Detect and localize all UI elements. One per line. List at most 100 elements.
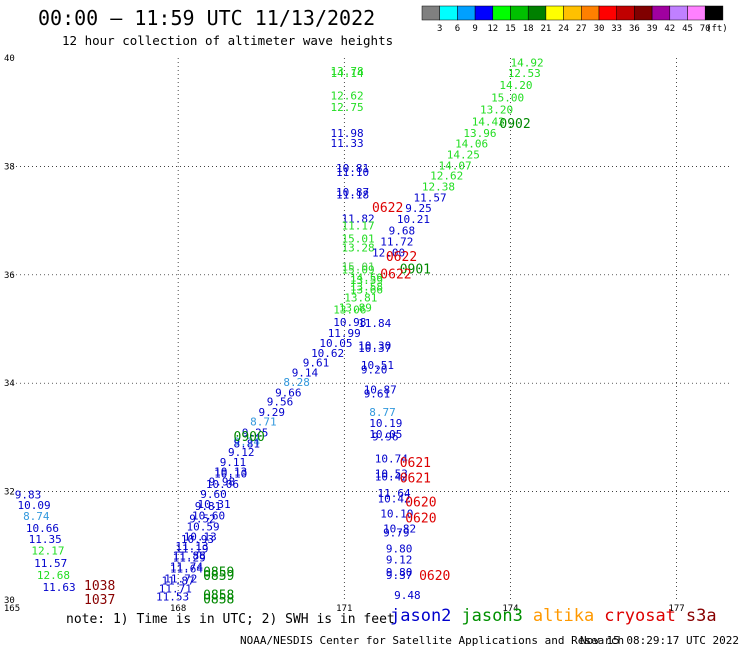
y-tick-label: 34: [4, 379, 15, 389]
y-tick-label: 36: [4, 271, 15, 281]
wave-height-label: 10.31: [198, 498, 231, 511]
wave-height-label: 13.28: [342, 242, 375, 255]
pass-time-label: 0900: [234, 430, 265, 445]
wave-height-label: 13.96: [463, 127, 496, 140]
legend-swatch: [581, 5, 600, 21]
wave-height-label: 13.20: [480, 103, 513, 116]
wave-height-label: 13.81: [344, 292, 377, 305]
pass-time-label: 0620: [405, 512, 436, 527]
wave-height-label: 10.42: [375, 470, 408, 483]
wave-height-label: 12.38: [422, 180, 455, 193]
wave-height-label: 8.74: [23, 510, 50, 523]
legend-tick: 27: [576, 24, 587, 34]
wave-height-label: 10.13: [214, 466, 247, 479]
wave-height-label: 9.80: [386, 543, 413, 556]
wave-height-label: 10.09: [18, 499, 51, 512]
y-tick-label: 40: [4, 54, 15, 64]
wave-height-label: 13.78: [330, 65, 363, 78]
wave-height-label: 12.00: [372, 247, 405, 260]
legend-tick: 30: [594, 24, 605, 34]
wave-height-label: 13.66: [350, 283, 383, 296]
wave-height-label: 14.07: [438, 159, 471, 172]
wave-height-label: 11.87: [162, 574, 195, 587]
wave-height-label: 9.48: [394, 589, 421, 602]
wave-height-label: 10.60: [192, 509, 225, 522]
wave-height-label: 9.80: [386, 566, 413, 579]
wave-height-label: 9.25: [405, 202, 432, 215]
chart-subtitle: 12 hour collection of altimeter wave hei…: [62, 33, 394, 48]
wave-height-label: 10.37: [358, 342, 391, 355]
wave-height-label: 15.09: [342, 263, 375, 276]
legend-swatch: [439, 5, 458, 21]
wave-height-label: 12.62: [430, 170, 463, 183]
wave-height-label: 9.61: [364, 387, 391, 400]
wave-height-label: 11.72: [380, 236, 413, 249]
legend-swatch: [704, 5, 724, 21]
y-tick-label: 38: [4, 162, 15, 172]
wave-height-label: 14.25: [447, 148, 480, 161]
color-legend: 3 6 9 12 15 18 21 24 27 30 33 36 39 42 45 70(ft): [421, 5, 728, 34]
wave-height-label: 9.52: [189, 513, 216, 526]
wave-height-label: 10.21: [397, 213, 430, 226]
pass-time-label: 0859: [203, 565, 234, 580]
wave-height-label: 10.81: [336, 162, 369, 175]
wave-height-label: 13.89: [339, 301, 372, 314]
wave-height-label: 11.63: [42, 581, 75, 594]
wave-height-label: 10.87: [336, 186, 369, 199]
wave-height-label: 9.68: [389, 224, 416, 237]
wave-height-label: 11.13: [175, 540, 208, 553]
legend-entry-s3a: s3a: [685, 606, 717, 626]
pass-time-label: 0858: [203, 592, 234, 607]
wave-height-label: 11.71: [159, 583, 192, 596]
wave-height-label: 9.66: [275, 386, 302, 399]
pass-time-label: 0621: [400, 472, 431, 487]
pass-time-label: 0622: [386, 250, 417, 265]
wave-height-label: 10.87: [364, 384, 397, 397]
footer-credit: NOAA/NESDIS Center for Satellite Applica…: [240, 634, 625, 647]
wave-height-label: 9.60: [200, 488, 227, 501]
wave-height-label: 14.59: [350, 272, 383, 285]
wave-height-label: 10.62: [311, 347, 344, 360]
legend-tick: 33: [611, 24, 622, 34]
legend-entry-jason3: jason3: [461, 606, 523, 626]
wave-height-label: 11.29: [173, 552, 206, 565]
wave-height-label: 9.79: [383, 526, 410, 539]
wave-height-label: 14.42: [472, 115, 505, 128]
wave-height-label: 10.30: [358, 339, 391, 352]
legend-tick: 42: [664, 24, 675, 34]
pass-time-label: 0621: [400, 456, 431, 471]
wave-height-label: 12.53: [508, 67, 541, 80]
wave-height-label: 9.12: [228, 446, 255, 459]
legend-swatch: [616, 5, 635, 21]
wave-height-label: 11.64: [378, 487, 411, 500]
wave-height-label: 11.57: [34, 557, 67, 570]
wave-height-label: 8.77: [369, 406, 396, 419]
wave-height-label: 10.66: [26, 522, 59, 535]
legend-swatch: [598, 5, 617, 21]
wave-height-label: 14.06: [455, 138, 488, 151]
y-tick-label: 32: [4, 488, 15, 498]
wave-height-label: 9.11: [220, 456, 247, 469]
wave-height-label: 13.59: [350, 274, 383, 287]
wave-height-label: 8.28: [283, 376, 310, 389]
wave-height-label: 9.56: [267, 396, 294, 409]
wave-height-label: 12.68: [37, 569, 70, 582]
wave-height-label: 9.29: [258, 406, 285, 419]
legend-tick: 21: [540, 24, 551, 34]
wave-height-label: 11.35: [29, 533, 62, 546]
wave-height-label: 9.20: [361, 364, 388, 377]
x-tick-label: 171: [336, 604, 352, 614]
wave-height-label: 10.53: [375, 468, 408, 481]
legend-tick: 36: [629, 24, 640, 34]
wave-height-label: 10.82: [383, 522, 416, 535]
pass-time-label: 1038: [84, 579, 115, 594]
legend-swatch: [651, 5, 671, 21]
wave-height-label: 9.61: [303, 357, 330, 370]
legend-tick: 3: [437, 24, 442, 34]
wave-height-label: 9.98: [209, 475, 236, 488]
wave-height-label: 15.01: [342, 261, 375, 274]
legend-tick: 70: [700, 24, 711, 34]
wave-height-label: 9.24: [234, 436, 261, 449]
footer-timestamp: Nov 15 08:29:17 UTC 2022: [580, 634, 739, 647]
